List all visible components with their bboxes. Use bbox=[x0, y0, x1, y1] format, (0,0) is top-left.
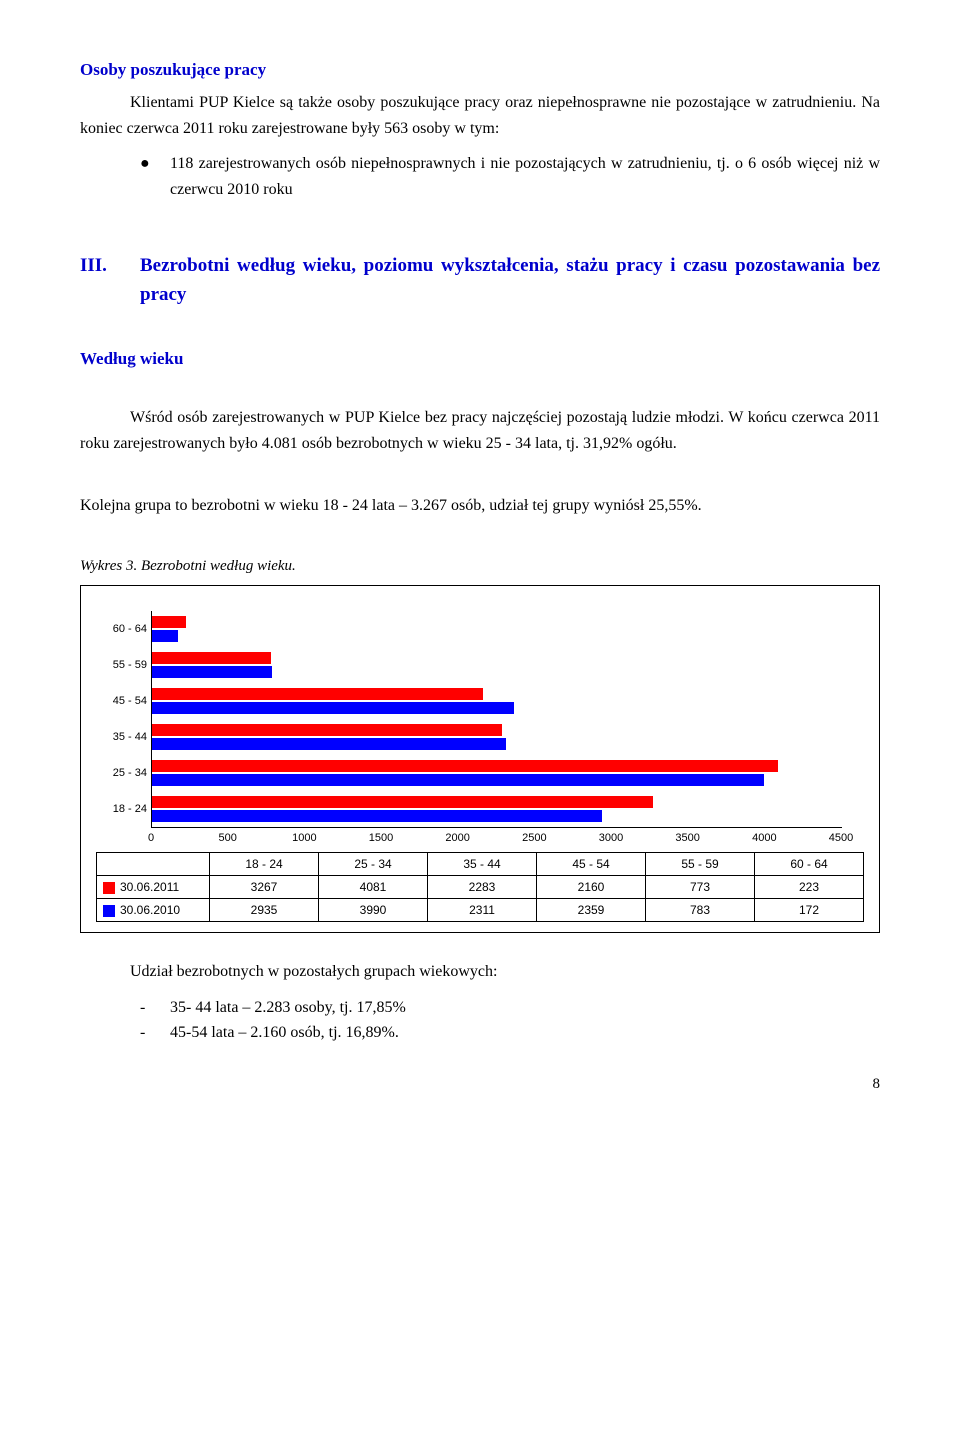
table-cell: 783 bbox=[646, 899, 755, 922]
chart-row: 35 - 44 bbox=[152, 719, 842, 755]
wedlug-p2: Kolejna grupa to bezrobotni w wieku 18 -… bbox=[80, 493, 880, 519]
legend-cell: 30.06.2010 bbox=[97, 899, 210, 922]
x-axis-tick: 3000 bbox=[599, 832, 623, 844]
footer-lead: Udział bezrobotnych w pozostałych grupac… bbox=[80, 959, 880, 985]
age-chart: 60 - 6455 - 5945 - 5435 - 4425 - 3418 - … bbox=[80, 585, 880, 933]
table-cell: 2359 bbox=[537, 899, 646, 922]
footer-item: 45-54 lata – 2.160 osób, tj. 16,89%. bbox=[80, 1020, 880, 1046]
chart-row: 25 - 34 bbox=[152, 755, 842, 791]
section-iii-number: III. bbox=[80, 252, 140, 309]
table-cell: 2935 bbox=[210, 899, 319, 922]
wedlug-wieku-title: Według wieku bbox=[80, 349, 880, 369]
x-axis-tick: 500 bbox=[218, 832, 236, 844]
chart-bar bbox=[152, 774, 764, 786]
chart-bar bbox=[152, 688, 483, 700]
x-axis-tick: 0 bbox=[148, 832, 154, 844]
x-axis-tick: 2500 bbox=[522, 832, 546, 844]
chart-bar bbox=[152, 616, 186, 628]
table-header: 35 - 44 bbox=[428, 853, 537, 876]
y-axis-label: 25 - 34 bbox=[97, 767, 147, 779]
legend-swatch bbox=[103, 882, 115, 894]
chart-bar bbox=[152, 666, 272, 678]
sec1-paragraph: Klientami PUP Kielce są także osoby posz… bbox=[80, 90, 880, 141]
y-axis-label: 45 - 54 bbox=[97, 695, 147, 707]
x-axis-tick: 4500 bbox=[829, 832, 853, 844]
footer-item: 35- 44 lata – 2.283 osoby, tj. 17,85% bbox=[80, 995, 880, 1021]
chart-bar bbox=[152, 652, 271, 664]
y-axis-label: 60 - 64 bbox=[97, 623, 147, 635]
chart-caption: Wykres 3. Bezrobotni według wieku. bbox=[80, 558, 880, 575]
table-corner bbox=[97, 853, 210, 876]
table-cell: 2311 bbox=[428, 899, 537, 922]
chart-bar bbox=[152, 738, 506, 750]
chart-bar bbox=[152, 810, 602, 822]
chart-data-table: 18 - 2425 - 3435 - 4445 - 5455 - 5960 - … bbox=[96, 852, 864, 922]
sec1-bullet: 118 zarejestrowanych osób niepełnosprawn… bbox=[80, 151, 880, 202]
chart-plot-area: 60 - 6455 - 5945 - 5435 - 4425 - 3418 - … bbox=[151, 611, 842, 828]
chart-bar bbox=[152, 702, 514, 714]
x-axis-tick: 1500 bbox=[369, 832, 393, 844]
table-cell: 3267 bbox=[210, 876, 319, 899]
chart-bar bbox=[152, 760, 778, 772]
x-axis-tick: 2000 bbox=[445, 832, 469, 844]
wedlug-p1: Wśród osób zarejestrowanych w PUP Kielce… bbox=[80, 405, 880, 456]
table-header: 18 - 24 bbox=[210, 853, 319, 876]
legend-swatch bbox=[103, 905, 115, 917]
chart-row: 18 - 24 bbox=[152, 791, 842, 827]
table-header: 45 - 54 bbox=[537, 853, 646, 876]
y-axis-label: 35 - 44 bbox=[97, 731, 147, 743]
page-number: 8 bbox=[80, 1076, 880, 1093]
table-cell: 223 bbox=[755, 876, 864, 899]
table-cell: 2283 bbox=[428, 876, 537, 899]
x-axis-tick: 3500 bbox=[675, 832, 699, 844]
chart-bar bbox=[152, 630, 178, 642]
y-axis-label: 55 - 59 bbox=[97, 659, 147, 671]
section-iii-heading: III. Bezrobotni według wieku, poziomu wy… bbox=[80, 252, 880, 309]
table-cell: 4081 bbox=[319, 876, 428, 899]
chart-row: 60 - 64 bbox=[152, 611, 842, 647]
table-cell: 172 bbox=[755, 899, 864, 922]
chart-bar bbox=[152, 724, 502, 736]
legend-cell: 30.06.2011 bbox=[97, 876, 210, 899]
section-iii-title: Bezrobotni według wieku, poziomu wykszta… bbox=[140, 252, 880, 309]
x-axis-tick: 4000 bbox=[752, 832, 776, 844]
x-axis-tick: 1000 bbox=[292, 832, 316, 844]
chart-bar bbox=[152, 796, 653, 808]
chart-row: 55 - 59 bbox=[152, 647, 842, 683]
table-cell: 773 bbox=[646, 876, 755, 899]
y-axis-label: 18 - 24 bbox=[97, 803, 147, 815]
table-cell: 2160 bbox=[537, 876, 646, 899]
table-header: 60 - 64 bbox=[755, 853, 864, 876]
table-header: 25 - 34 bbox=[319, 853, 428, 876]
section-osoby-title: Osoby poszukujące pracy bbox=[80, 60, 880, 80]
chart-row: 45 - 54 bbox=[152, 683, 842, 719]
chart-x-axis: 050010001500200025003000350040004500 bbox=[151, 828, 841, 848]
table-header: 55 - 59 bbox=[646, 853, 755, 876]
table-cell: 3990 bbox=[319, 899, 428, 922]
